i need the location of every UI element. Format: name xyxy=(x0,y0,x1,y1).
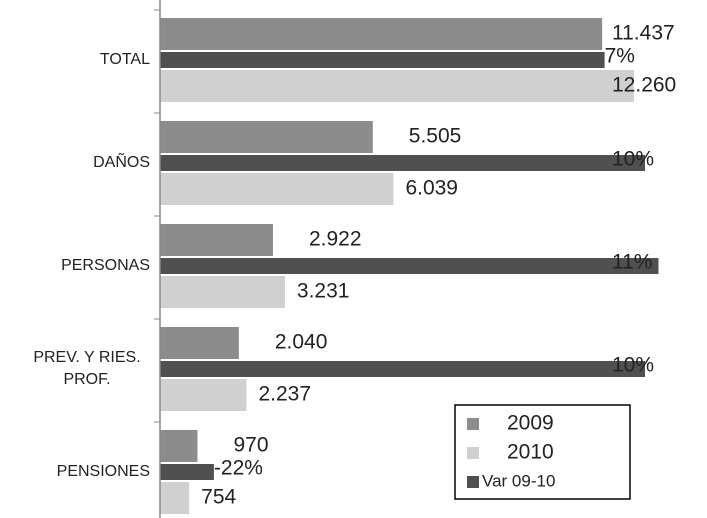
category-text: PERSONAS xyxy=(61,257,150,274)
legend: 2009 2010 Var 09-10 xyxy=(454,404,631,500)
legend-label: 2009 xyxy=(507,412,554,435)
legend-swatch xyxy=(467,447,479,459)
bar xyxy=(160,173,394,205)
legend-label: Var 09-10 xyxy=(482,471,555,490)
bar xyxy=(160,379,247,411)
value-label: 11.437 xyxy=(612,22,675,45)
bar xyxy=(160,224,273,256)
value-label: 11% xyxy=(612,251,652,274)
bar xyxy=(160,258,659,274)
value-label: 5.505 xyxy=(409,125,462,148)
bar xyxy=(160,121,373,153)
legend-box xyxy=(454,404,631,500)
value-label: 10% xyxy=(612,148,654,171)
value-label: 3.231 xyxy=(297,280,350,303)
bar xyxy=(160,327,239,359)
value-label: 754 xyxy=(201,486,236,509)
legend-swatch xyxy=(467,476,479,488)
bar xyxy=(160,430,198,462)
bar xyxy=(160,482,190,514)
value-label: 2.922 xyxy=(309,228,362,251)
value-label: 6.039 xyxy=(405,177,458,200)
value-label: 10% xyxy=(612,354,654,377)
legend-label: 2010 xyxy=(507,441,554,464)
bar xyxy=(160,155,646,171)
category-text: DAÑOS xyxy=(93,154,150,171)
bar xyxy=(160,464,214,480)
legend-swatch xyxy=(467,418,479,430)
bar xyxy=(160,52,605,68)
bar xyxy=(160,70,634,102)
bar xyxy=(160,18,603,50)
category-label: PENSIONES xyxy=(0,440,150,504)
category-label: DAÑOS xyxy=(0,131,150,195)
bar xyxy=(160,361,646,377)
category-label: PERSONAS xyxy=(0,234,150,298)
value-label: 2.237 xyxy=(258,383,311,406)
value-label: 7% xyxy=(605,45,635,68)
value-label: 12.260 xyxy=(612,74,676,97)
bar xyxy=(160,276,285,308)
category-label: TOTAL xyxy=(0,28,150,92)
category-label: PREV. Y RIES. PROF. xyxy=(0,337,150,401)
category-text: PREV. Y RIES. PROF. xyxy=(33,349,141,388)
category-text: TOTAL xyxy=(99,51,150,68)
value-label: 2.040 xyxy=(275,331,328,354)
value-label: 970 xyxy=(233,434,268,457)
value-label: -22% xyxy=(214,457,263,480)
category-text: PENSIONES xyxy=(56,463,150,480)
